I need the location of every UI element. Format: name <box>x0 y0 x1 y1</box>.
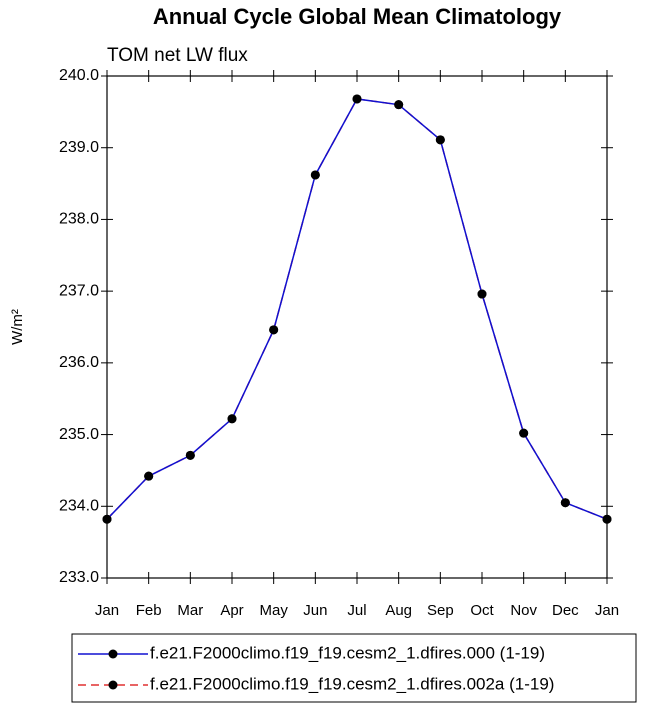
series-marker <box>352 94 362 104</box>
legend-box <box>71 633 637 703</box>
x-tick-label: Sep <box>427 602 454 619</box>
plot-frame <box>106 75 608 579</box>
x-tick-label: Mar <box>177 602 203 619</box>
x-tick-label: Nov <box>510 602 537 619</box>
series-line <box>106 98 608 520</box>
y-tick-label: 237.0 <box>59 282 99 299</box>
series-marker <box>185 450 195 460</box>
y-tick-label: 238.0 <box>59 211 99 228</box>
series-marker <box>560 498 570 508</box>
y-tick-label: 240.0 <box>59 67 99 84</box>
y-tick-label: 236.0 <box>59 354 99 371</box>
y-tick-label: 239.0 <box>59 139 99 156</box>
x-tick-label: Aug <box>385 602 412 619</box>
series-marker <box>477 289 487 299</box>
series-marker <box>144 471 154 481</box>
x-tick-label: Feb <box>136 602 162 619</box>
legend-marker <box>108 649 118 659</box>
series-marker <box>394 100 404 110</box>
x-tick-label: Jan <box>95 602 119 619</box>
chart-title: Annual Cycle Global Mean Climatology <box>153 4 562 29</box>
legend-label: f.e21.F2000climo.f19_f19.cesm2_1.dfires.… <box>150 643 545 662</box>
series-marker <box>227 414 237 424</box>
x-tick-label: Jan <box>595 602 619 619</box>
series-line <box>106 98 608 520</box>
y-axis-label: W/m² <box>9 309 26 345</box>
legend-label: f.e21.F2000climo.f19_f19.cesm2_1.dfires.… <box>150 674 554 693</box>
y-tick-label: 234.0 <box>59 498 99 515</box>
series-marker <box>519 428 529 438</box>
series-marker <box>602 514 612 524</box>
series-marker <box>269 325 279 335</box>
series-marker <box>102 514 112 524</box>
y-tick-label: 233.0 <box>59 569 99 586</box>
y-tick-label: 235.0 <box>59 426 99 443</box>
chart-subtitle: TOM net LW flux <box>107 45 248 66</box>
series-marker <box>435 135 445 145</box>
x-tick-label: Jun <box>303 602 327 619</box>
series-marker <box>310 170 320 180</box>
x-tick-label: Apr <box>220 602 243 619</box>
x-tick-label: Dec <box>552 602 579 619</box>
x-tick-label: Jul <box>347 602 366 619</box>
x-tick-label: Oct <box>470 602 494 619</box>
x-tick-label: May <box>259 602 288 619</box>
legend-marker <box>108 680 118 690</box>
